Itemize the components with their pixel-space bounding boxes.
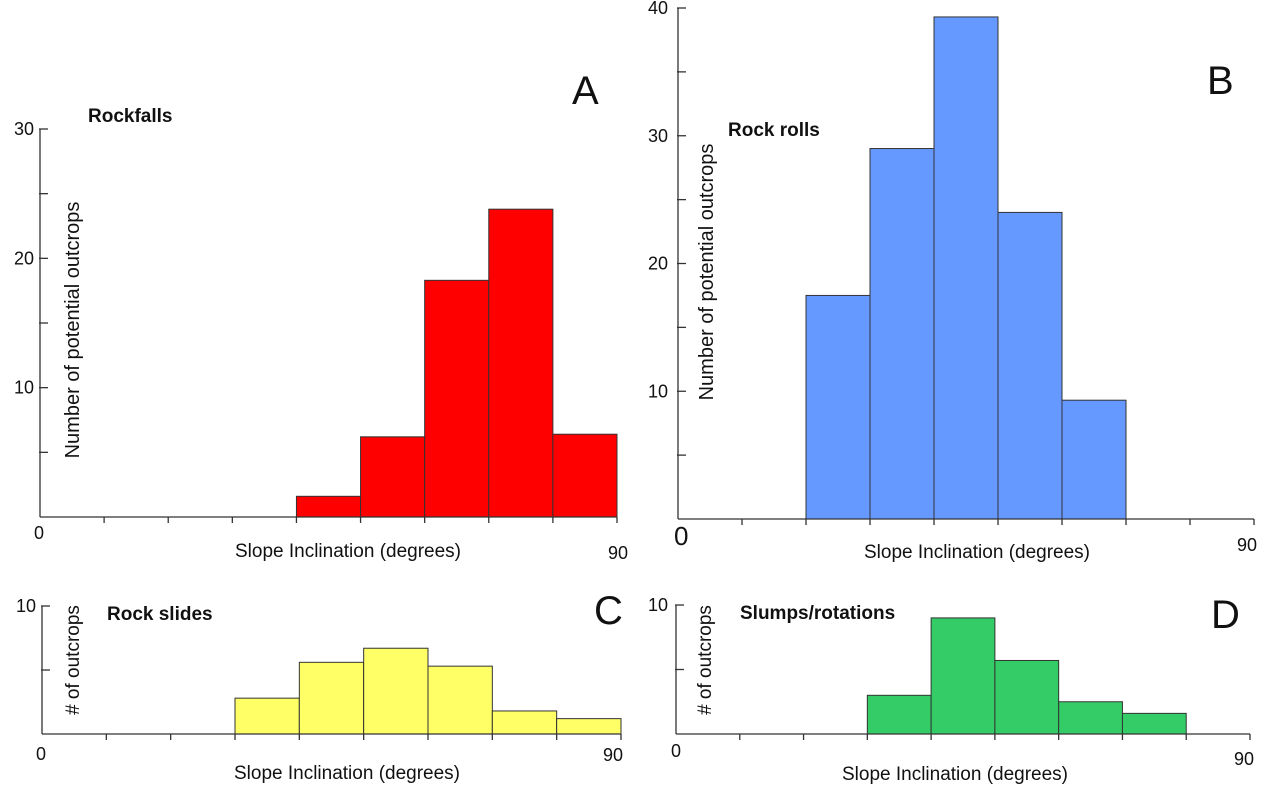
y-tick-label: 30 (648, 126, 668, 146)
y-axis-label: # of outcrops (63, 605, 84, 715)
y-tick-label: 20 (648, 254, 668, 274)
x-tick-label: 90 (1234, 749, 1254, 769)
histogram-bar (295, 495, 362, 518)
histogram-bar (1058, 701, 1123, 735)
histogram-bar (491, 710, 558, 735)
y-tick-label: 10 (648, 595, 668, 615)
y-axis-label: Number of potential outcrops (62, 202, 84, 459)
histogram-bar (1121, 712, 1187, 735)
x-tick-label: 90 (603, 745, 623, 765)
histogram-bar (488, 208, 554, 518)
x-axis-label: Slope Inclination (degrees) (842, 764, 1068, 785)
panel-letter: C (594, 589, 623, 633)
panel-a: 10 20 30 0 90 Slope Inclination (degrees) Numb… (14, 69, 628, 563)
x-tick-label: 0 (36, 744, 46, 764)
histogram-bar (933, 16, 999, 520)
histogram-bar (866, 694, 932, 735)
chart-title: Rockfalls (88, 106, 172, 127)
y-axis-label: # of outcrops (695, 605, 716, 715)
histogram-bar (994, 659, 1060, 735)
x-axis-label: Slope Inclination (degrees) (235, 541, 461, 562)
histogram-bar (869, 148, 935, 520)
chart-title: Rock slides (107, 604, 213, 625)
histogram-bar (997, 211, 1063, 520)
panel-letter: A (572, 69, 599, 113)
y-tick-label: 10 (14, 378, 34, 398)
panel-c: 10 0 90 Slope Inclination (degrees) # of out… (16, 589, 623, 784)
x-axis-label: Slope Inclination (degrees) (234, 763, 460, 784)
histogram-bar (1061, 399, 1127, 520)
x-axis-label: Slope Inclination (degrees) (864, 542, 1090, 563)
panel-letter: B (1207, 59, 1234, 103)
y-tick-label: 10 (648, 381, 668, 401)
panel-b: 10 20 30 40 0 90 Slope Inclination (degrees) Nu… (648, 0, 1257, 563)
x-tick-label: 90 (1237, 535, 1257, 555)
histogram-bar (298, 661, 365, 735)
x-tick-label: 0 (674, 521, 688, 551)
histogram-bar (234, 697, 300, 735)
histogram-bar (552, 433, 618, 518)
y-tick-label: 30 (14, 119, 34, 139)
y-axis-label: Number of potential outcrops (696, 144, 718, 401)
panel-d: 10 0 90 Slope Inclination (degrees) # of out… (648, 593, 1254, 785)
chart-title: Slumps/rotations (740, 603, 895, 624)
chart-title: Rock rolls (728, 120, 820, 141)
y-tick-label: 40 (648, 0, 668, 18)
y-tick-label: 20 (14, 248, 34, 268)
panel-letter: D (1211, 593, 1240, 637)
histogram-bar (556, 718, 622, 735)
histogram-bar (930, 617, 996, 735)
x-tick-label: 0 (671, 741, 681, 761)
y-tick-label: 10 (16, 596, 36, 616)
histogram-bar (363, 647, 429, 735)
histogram-bar (424, 279, 490, 518)
histogram-bar (427, 665, 493, 735)
histogram-bar (360, 436, 426, 518)
x-tick-label: 0 (34, 523, 44, 543)
x-tick-label: 90 (608, 543, 628, 563)
histogram-bar (805, 294, 871, 520)
